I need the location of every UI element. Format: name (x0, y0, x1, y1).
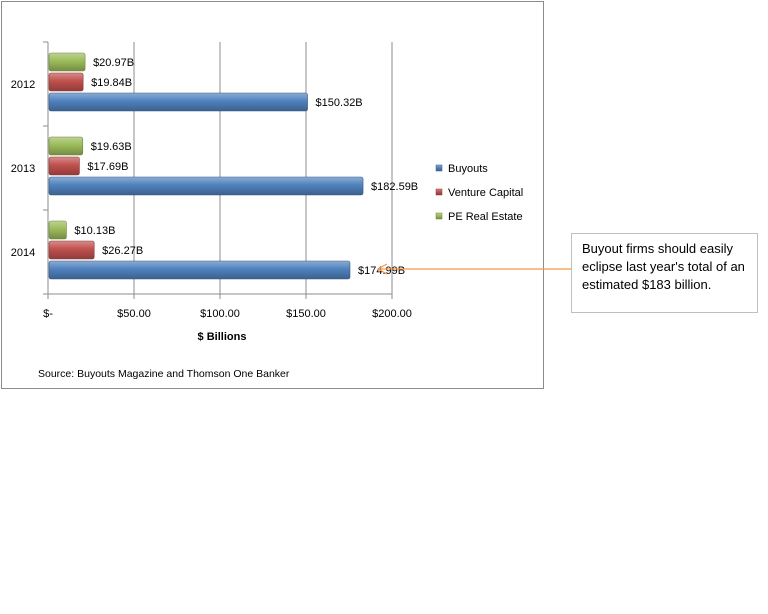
y-category-label: 2014 (11, 247, 35, 259)
bar (48, 240, 95, 260)
bar (48, 136, 84, 156)
x-tick-label: $- (43, 308, 53, 320)
callout-text: Buyout firms should easily eclipse last … (582, 241, 745, 292)
data-label: $20.97B (93, 57, 134, 69)
bar (48, 92, 308, 112)
data-label: $10.13B (74, 225, 115, 237)
bar (48, 72, 84, 92)
data-label: $19.84B (91, 77, 132, 89)
data-label: $174.99B (358, 265, 405, 277)
bar-chart: $20.97B $19.84B $150.32B $19.63B $17.69B $182… (11, 41, 523, 380)
chart-area: $20.97B $19.84B $150.32B $19.63B $17.69B $182… (1, 1, 544, 389)
data-label: $150.32B (316, 97, 363, 109)
x-tick-label: $200.00 (372, 308, 412, 320)
legend-swatch (435, 164, 443, 172)
legend-label: Buyouts (448, 163, 488, 175)
bar (48, 220, 67, 240)
bar (48, 156, 80, 176)
legend-swatch (435, 212, 443, 220)
bar (48, 52, 86, 72)
x-tick-label: $50.00 (117, 308, 151, 320)
legend-swatch (435, 188, 443, 196)
x-tick-label: $100.00 (200, 308, 240, 320)
legend-label: Venture Capital (448, 187, 523, 199)
x-tick-label: $150.00 (286, 308, 326, 320)
bar (48, 176, 364, 196)
source-note: Source: Buyouts Magazine and Thomson One… (38, 368, 290, 380)
y-category-label: 2013 (11, 163, 35, 175)
callout-box: Buyout firms should easily eclipse last … (571, 233, 758, 313)
x-axis-title: $ Billions (198, 331, 247, 343)
bar (48, 260, 351, 280)
data-label: $17.69B (87, 161, 128, 173)
data-label: $182.59B (371, 181, 418, 193)
y-category-label: 2012 (11, 79, 35, 91)
legend-label: PE Real Estate (448, 211, 523, 223)
data-label: $19.63B (91, 141, 132, 153)
data-label: $26.27B (102, 245, 143, 257)
